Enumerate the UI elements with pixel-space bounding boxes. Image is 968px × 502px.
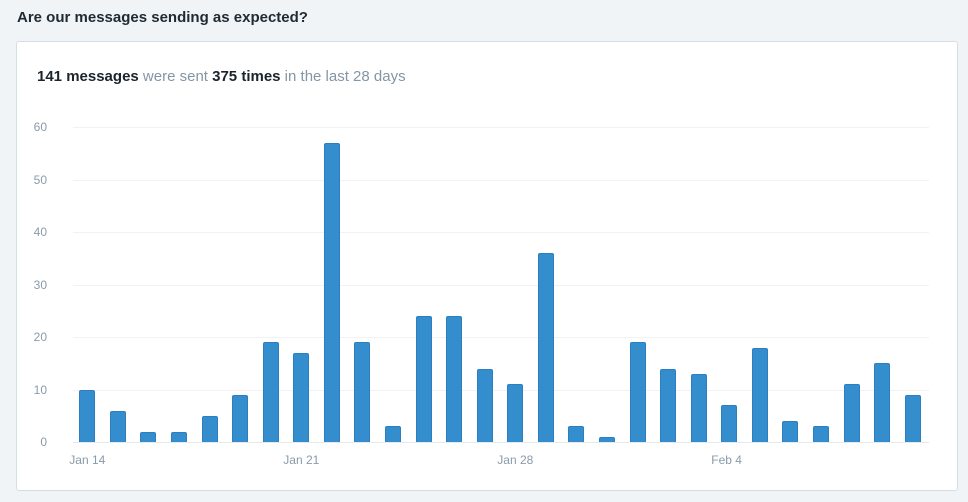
section-heading: Are our messages sending as expected? bbox=[17, 9, 308, 26]
y-tick-label: 40 bbox=[33, 225, 47, 239]
gridline-30 bbox=[73, 284, 929, 286]
bar-jan-21[interactable] bbox=[293, 352, 310, 442]
gridline-10 bbox=[73, 389, 929, 391]
x-tick-label: Feb 4 bbox=[711, 453, 742, 467]
bar-feb-7[interactable] bbox=[813, 426, 829, 442]
bar-feb-4[interactable] bbox=[721, 405, 738, 442]
gridline-50 bbox=[73, 179, 929, 181]
bar-jan-27[interactable] bbox=[476, 368, 493, 442]
y-tick-label: 60 bbox=[33, 120, 47, 134]
bar-jan-23[interactable] bbox=[354, 342, 371, 442]
bar-jan-28[interactable] bbox=[507, 384, 524, 442]
y-tick-label: 10 bbox=[33, 382, 47, 397]
bar-jan-31[interactable] bbox=[599, 436, 615, 442]
bar-jan-24[interactable] bbox=[385, 426, 401, 442]
messages-chart-card: 141 messages were sent 375 times in the … bbox=[16, 41, 958, 491]
bar-jan-29[interactable] bbox=[537, 253, 554, 442]
bar-jan-22[interactable] bbox=[323, 142, 340, 442]
gridline-40 bbox=[73, 232, 929, 233]
summary-text: 141 messages were sent 375 times in the … bbox=[37, 68, 406, 85]
bar-jan-18[interactable] bbox=[201, 415, 218, 442]
bar-feb-9[interactable] bbox=[874, 363, 891, 442]
gridline-20 bbox=[73, 337, 929, 338]
bar-jan-19[interactable] bbox=[232, 394, 249, 442]
bar-jan-17[interactable] bbox=[171, 431, 187, 442]
bar-feb-10[interactable] bbox=[904, 394, 921, 442]
gridline-0 bbox=[73, 442, 929, 443]
bar-feb-5[interactable] bbox=[751, 347, 768, 442]
bar-chart: 0 10 20 30 40 50 60 Jan 14 Jan 21 Jan 28 Feb 4 bbox=[34, 120, 929, 467]
x-tick-label: Jan 21 bbox=[283, 453, 320, 467]
bar-jan-30[interactable] bbox=[568, 426, 585, 442]
x-tick-label: Jan 14 bbox=[69, 453, 106, 467]
y-tick-label: 30 bbox=[33, 277, 47, 292]
bar-feb-6[interactable] bbox=[782, 421, 799, 442]
bar-feb-1[interactable] bbox=[629, 342, 646, 442]
bar-feb-3[interactable] bbox=[690, 373, 707, 442]
bar-jan-15[interactable] bbox=[109, 410, 126, 442]
bar-jan-14[interactable] bbox=[79, 389, 96, 442]
y-tick-label: 20 bbox=[33, 330, 47, 344]
bar-jan-20[interactable] bbox=[262, 342, 279, 442]
y-tick-label: 50 bbox=[33, 172, 47, 187]
bar-feb-2[interactable] bbox=[660, 368, 677, 442]
send-count: 375 times bbox=[212, 68, 281, 85]
y-tick-label: 0 bbox=[40, 435, 47, 449]
gridline-60 bbox=[73, 127, 929, 128]
message-count: 141 messages bbox=[37, 68, 139, 85]
bar-jan-25[interactable] bbox=[415, 316, 432, 442]
x-tick-label: Jan 28 bbox=[497, 453, 534, 467]
bar-jan-16[interactable] bbox=[140, 431, 157, 442]
bar-feb-8[interactable] bbox=[843, 384, 860, 442]
bar-jan-26[interactable] bbox=[446, 316, 463, 442]
